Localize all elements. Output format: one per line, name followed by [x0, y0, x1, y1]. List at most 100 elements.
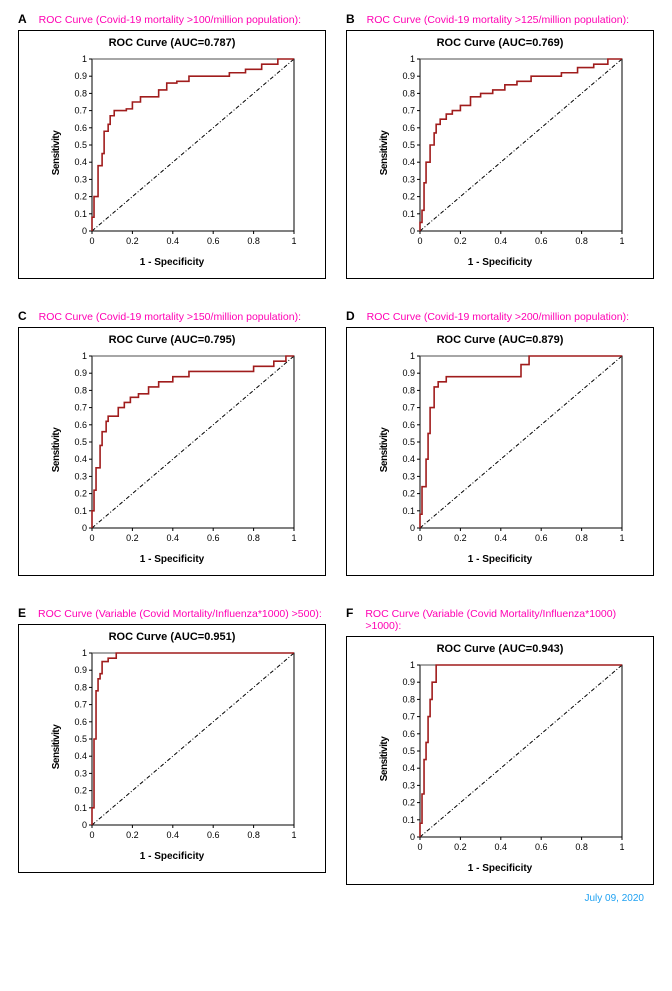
chart-title: ROC Curve (AUC=0.951): [29, 631, 315, 643]
plot-wrap: Sensitivity00.10.20.30.40.50.60.70.80.91…: [370, 350, 630, 550]
y-tick-label: 0.8: [74, 682, 87, 692]
y-axis-label: Sensitivity: [51, 725, 62, 770]
y-tick-label: 0.6: [402, 123, 415, 133]
x-tick-label: 0.6: [535, 842, 548, 852]
chart-title: ROC Curve (AUC=0.787): [29, 37, 315, 49]
x-axis-label: 1 - Specificity: [357, 257, 643, 268]
y-tick-label: 0.9: [74, 368, 87, 378]
x-tick-label: 1: [291, 533, 296, 543]
x-axis-label: 1 - Specificity: [29, 257, 315, 268]
x-tick-label: 0.4: [167, 830, 180, 840]
y-tick-label: 0.9: [402, 677, 415, 687]
x-axis-label: 1 - Specificity: [357, 863, 643, 874]
y-tick-label: 0.2: [402, 192, 415, 202]
x-tick-label: 0: [417, 533, 422, 543]
roc-plot-svg: 00.10.20.30.40.50.60.70.80.9100.20.40.60…: [392, 659, 630, 859]
y-tick-label: 0.4: [74, 454, 87, 464]
x-tick-label: 0.8: [575, 842, 588, 852]
y-tick-label: 0.9: [402, 71, 415, 81]
plot-wrap: Sensitivity00.10.20.30.40.50.60.70.80.91…: [370, 659, 630, 859]
panel-letter: D: [346, 309, 355, 323]
panel-caption: ROC Curve (Variable (Covid Mortality/Inf…: [38, 608, 322, 620]
x-tick-label: 0.2: [126, 533, 139, 543]
x-tick-label: 0.8: [247, 830, 260, 840]
y-tick-label: 0.2: [74, 786, 87, 796]
x-axis-label: 1 - Specificity: [29, 554, 315, 565]
reference-diagonal: [92, 59, 294, 231]
x-axis-label: 1 - Specificity: [357, 554, 643, 565]
y-tick-label: 0.1: [74, 209, 87, 219]
panel-letter: F: [346, 606, 353, 620]
y-tick-label: 0.1: [402, 209, 415, 219]
y-tick-label: 0.5: [74, 734, 87, 744]
roc-plot-svg: 00.10.20.30.40.50.60.70.80.9100.20.40.60…: [392, 53, 630, 253]
y-axis-label: Sensitivity: [51, 131, 62, 176]
panel-header: AROC Curve (Covid-19 mortality >100/mill…: [18, 12, 326, 26]
y-tick-label: 0.1: [74, 506, 87, 516]
x-tick-label: 0: [417, 842, 422, 852]
x-tick-label: 0.6: [535, 533, 548, 543]
roc-panel: AROC Curve (Covid-19 mortality >100/mill…: [18, 12, 326, 279]
chart-box: ROC Curve (AUC=0.943)Sensitivity00.10.20…: [346, 636, 654, 885]
x-tick-label: 1: [291, 236, 296, 246]
chart-box: ROC Curve (AUC=0.795)Sensitivity00.10.20…: [18, 327, 326, 576]
y-tick-label: 0: [410, 523, 415, 533]
reference-diagonal: [92, 356, 294, 528]
y-tick-label: 0.9: [402, 368, 415, 378]
panel-header: CROC Curve (Covid-19 mortality >150/mill…: [18, 309, 326, 323]
y-tick-label: 0: [82, 523, 87, 533]
y-tick-label: 0.7: [402, 403, 415, 413]
x-tick-label: 0.2: [454, 533, 467, 543]
panel-letter: E: [18, 606, 26, 620]
roc-panel: FROC Curve (Variable (Covid Mortality/In…: [346, 606, 654, 885]
y-tick-label: 0.5: [74, 437, 87, 447]
x-tick-label: 0.8: [575, 236, 588, 246]
y-tick-label: 1: [410, 660, 415, 670]
y-tick-label: 0.5: [402, 437, 415, 447]
y-tick-label: 0.3: [402, 471, 415, 481]
y-tick-label: 0.4: [74, 157, 87, 167]
y-tick-label: 0.4: [402, 763, 415, 773]
y-axis-label: Sensitivity: [379, 131, 390, 176]
y-tick-label: 0.1: [402, 506, 415, 516]
reference-diagonal: [420, 665, 622, 837]
chart-box: ROC Curve (AUC=0.787)Sensitivity00.10.20…: [18, 30, 326, 279]
x-tick-label: 0.4: [167, 533, 180, 543]
plot-wrap: Sensitivity00.10.20.30.40.50.60.70.80.91…: [42, 647, 302, 847]
x-tick-label: 0: [89, 236, 94, 246]
y-tick-label: 0.8: [402, 88, 415, 98]
roc-panel: CROC Curve (Covid-19 mortality >150/mill…: [18, 309, 326, 576]
panel-caption: ROC Curve (Covid-19 mortality >200/milli…: [367, 311, 629, 323]
panel-caption: ROC Curve (Covid-19 mortality >100/milli…: [39, 14, 301, 26]
reference-diagonal: [420, 356, 622, 528]
roc-panel: D ROC Curve (Covid-19 mortality >200/mill…: [346, 309, 654, 576]
y-tick-label: 0.8: [74, 88, 87, 98]
roc-plot-svg: 00.10.20.30.40.50.60.70.80.9100.20.40.60…: [64, 53, 302, 253]
y-tick-label: 0.6: [402, 729, 415, 739]
y-tick-label: 0.8: [74, 385, 87, 395]
y-tick-label: 0: [82, 226, 87, 236]
y-tick-label: 0.9: [74, 71, 87, 81]
x-tick-label: 0.6: [207, 830, 220, 840]
x-tick-label: 0.6: [207, 533, 220, 543]
x-tick-label: 0: [89, 533, 94, 543]
x-tick-label: 1: [619, 533, 624, 543]
y-axis-label: Sensitivity: [379, 737, 390, 782]
y-tick-label: 0.5: [402, 746, 415, 756]
y-tick-label: 0.7: [74, 403, 87, 413]
x-tick-label: 1: [291, 830, 296, 840]
plot-wrap: Sensitivity00.10.20.30.40.50.60.70.80.91…: [42, 350, 302, 550]
panel-letter: B: [346, 12, 355, 26]
x-tick-label: 0.6: [535, 236, 548, 246]
panel-caption: ROC Curve (Covid-19 mortality >150/milli…: [39, 311, 301, 323]
x-tick-label: 0.4: [167, 236, 180, 246]
x-tick-label: 0.2: [454, 842, 467, 852]
y-tick-label: 0.2: [402, 489, 415, 499]
y-tick-label: 0.8: [402, 694, 415, 704]
y-tick-label: 0.5: [402, 140, 415, 150]
y-tick-label: 0.3: [402, 780, 415, 790]
x-tick-label: 0.6: [207, 236, 220, 246]
roc-plot-svg: 00.10.20.30.40.50.60.70.80.9100.20.40.60…: [64, 647, 302, 847]
y-tick-label: 0.7: [74, 700, 87, 710]
y-tick-label: 0.3: [74, 768, 87, 778]
